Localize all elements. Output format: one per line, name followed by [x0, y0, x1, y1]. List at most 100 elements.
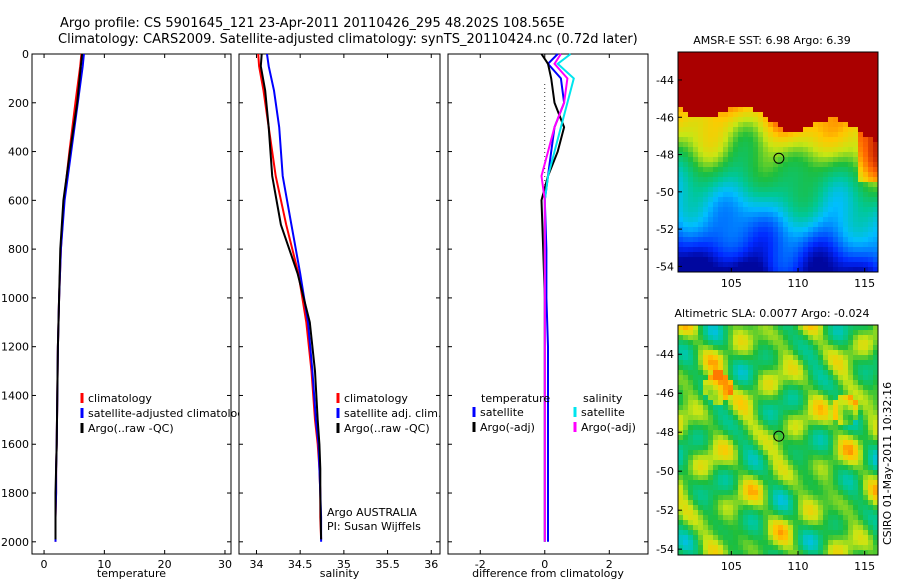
- heatmap-cell: [838, 435, 844, 441]
- heatmap-cell: [808, 92, 814, 98]
- heatmap-cell: [823, 390, 829, 396]
- heatmap-cell: [813, 197, 819, 203]
- heatmap-cell: [718, 57, 724, 63]
- heatmap-cell: [833, 475, 839, 481]
- heatmap-cell: [828, 490, 834, 496]
- heatmap-cell: [858, 267, 864, 273]
- heatmap-cell: [808, 57, 814, 63]
- heatmap-cell: [713, 57, 719, 63]
- heatmap-cell: [833, 455, 839, 461]
- heatmap-cell: [693, 167, 699, 173]
- heatmap-cell: [858, 52, 864, 58]
- heatmap-cell: [783, 182, 789, 188]
- heatmap-cell: [773, 500, 779, 506]
- heatmap-cell: [698, 117, 704, 123]
- heatmap-cell: [738, 62, 744, 68]
- heatmap-cell: [798, 97, 804, 103]
- heatmap-cell: [813, 410, 819, 416]
- heatmap-cell: [833, 340, 839, 346]
- heatmap-cell: [738, 252, 744, 258]
- heatmap-cell: [713, 62, 719, 68]
- heatmap-cell: [743, 247, 749, 253]
- heatmap-cell: [738, 405, 744, 411]
- heatmap-cell: [798, 430, 804, 436]
- heatmap-cell: [748, 360, 754, 366]
- heatmap-cell: [713, 127, 719, 133]
- heatmap-cell: [718, 142, 724, 148]
- heatmap-cell: [758, 162, 764, 168]
- heatmap-cell: [803, 435, 809, 441]
- heatmap-cell: [703, 197, 709, 203]
- heatmap-cell: [748, 385, 754, 391]
- heatmap-cell: [803, 445, 809, 451]
- heatmap-cell: [743, 520, 749, 526]
- heatmap-cell: [778, 370, 784, 376]
- heatmap-cell: [713, 475, 719, 481]
- heatmap-cell: [703, 92, 709, 98]
- heatmap-cell: [833, 262, 839, 268]
- heatmap-cell: [833, 252, 839, 258]
- heatmap-cell: [733, 475, 739, 481]
- heatmap-cell: [798, 207, 804, 213]
- heatmap-cell: [718, 530, 724, 536]
- heatmap-cell: [688, 217, 694, 223]
- heatmap-cell: [783, 167, 789, 173]
- heatmap-cell: [803, 340, 809, 346]
- heatmap-cell: [778, 335, 784, 341]
- heatmap-cell: [803, 212, 809, 218]
- heatmap-cell: [843, 212, 849, 218]
- heatmap-cell: [783, 177, 789, 183]
- heatmap-cell: [838, 525, 844, 531]
- heatmap-cell: [863, 197, 869, 203]
- x-tick-label: 34: [249, 558, 263, 571]
- heatmap-cell: [688, 202, 694, 208]
- heatmap-cell: [688, 340, 694, 346]
- heatmap-cell: [778, 142, 784, 148]
- heatmap-cell: [688, 445, 694, 451]
- heatmap-cell: [693, 530, 699, 536]
- heatmap-cell: [723, 217, 729, 223]
- heatmap-cell: [828, 430, 834, 436]
- heatmap-cell: [868, 450, 874, 456]
- heatmap-cell: [813, 345, 819, 351]
- heatmap-cell: [768, 152, 774, 158]
- heatmap-cell: [768, 82, 774, 88]
- heatmap-cell: [858, 227, 864, 233]
- heatmap-cell: [713, 222, 719, 228]
- heatmap-cell: [863, 257, 869, 263]
- heatmap-cell: [743, 545, 749, 551]
- heatmap-cell: [828, 182, 834, 188]
- heatmap-cell: [853, 122, 859, 128]
- heatmap-cell: [728, 515, 734, 521]
- heatmap-cell: [693, 515, 699, 521]
- heatmap-cell: [818, 480, 824, 486]
- heatmap-cell: [683, 72, 689, 78]
- heatmap-cell: [688, 505, 694, 511]
- heatmap-cell: [758, 52, 764, 58]
- heatmap-cell: [698, 52, 704, 58]
- heatmap-cell: [708, 430, 714, 436]
- heatmap-cell: [848, 350, 854, 356]
- heatmap-cell: [783, 445, 789, 451]
- heatmap-cell: [783, 390, 789, 396]
- heatmap-cell: [818, 335, 824, 341]
- heatmap-cell: [798, 550, 804, 556]
- heatmap-cell: [848, 415, 854, 421]
- heatmap-cell: [753, 117, 759, 123]
- heatmap-cell: [728, 132, 734, 138]
- heatmap-cell: [868, 385, 874, 391]
- heatmap-cell: [783, 485, 789, 491]
- heatmap-cell: [768, 335, 774, 341]
- heatmap-cell: [803, 142, 809, 148]
- heatmap-cell: [683, 500, 689, 506]
- heatmap-cell: [678, 380, 684, 386]
- x-tick-label: 10: [97, 558, 111, 571]
- heatmap-cell: [723, 485, 729, 491]
- heatmap-cell: [843, 197, 849, 203]
- heatmap-cell: [733, 187, 739, 193]
- heatmap-cell: [803, 330, 809, 336]
- heatmap-cell: [773, 202, 779, 208]
- heatmap-cell: [823, 350, 829, 356]
- heatmap-cell: [853, 385, 859, 391]
- heatmap-cell: [848, 540, 854, 546]
